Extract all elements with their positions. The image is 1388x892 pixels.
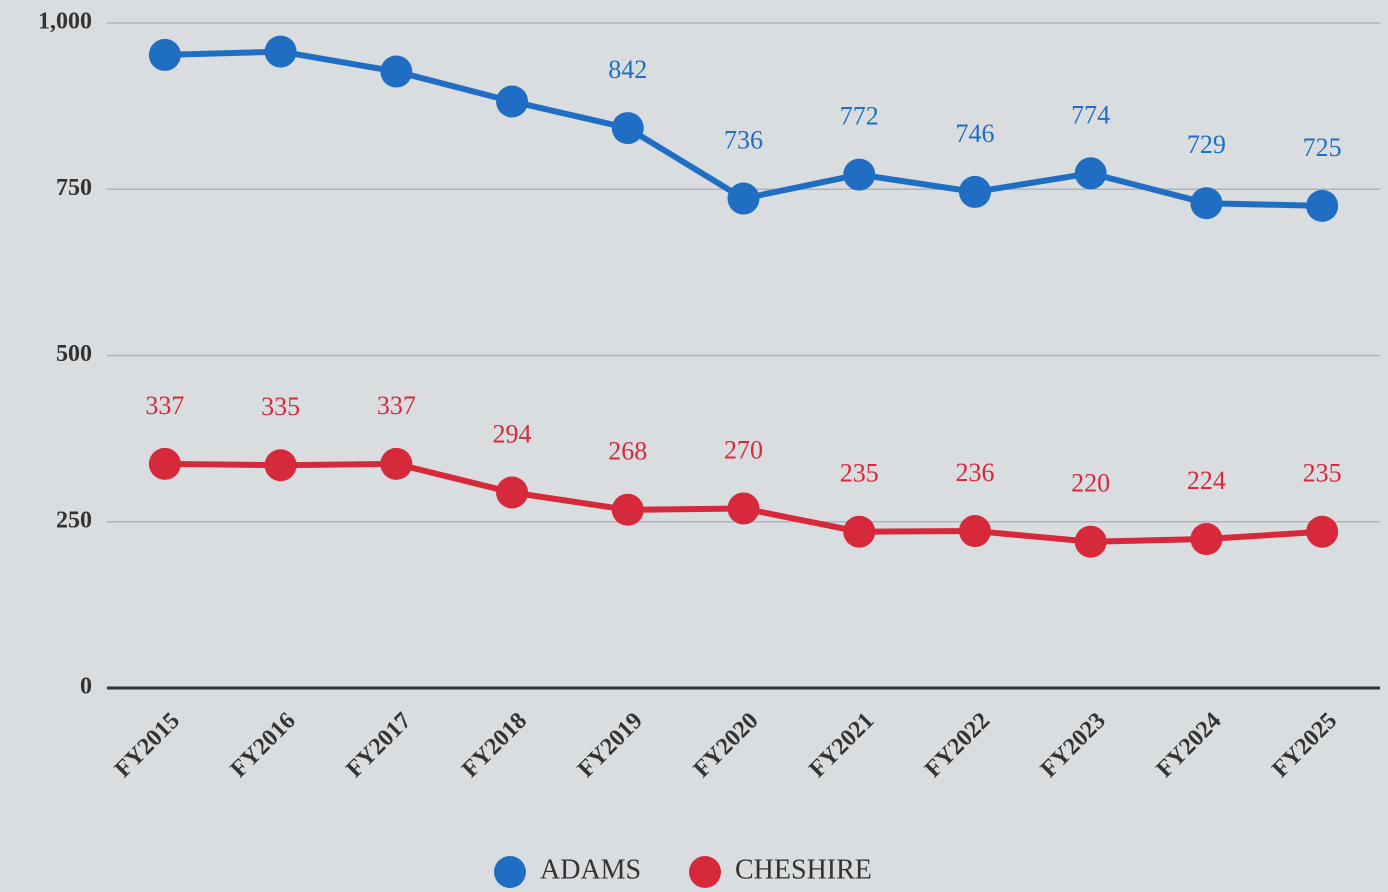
legend-label: CHESHIRE [735,854,872,885]
data-label: 772 [840,102,879,131]
y-tick-label: 250 [56,507,92,533]
data-point [611,112,644,145]
y-tick-label: 750 [56,175,92,201]
x-tick-label: FY2022 [920,708,995,783]
data-point [1190,187,1223,220]
data-point [496,476,529,509]
data-label: 220 [1071,469,1110,498]
x-tick-label: FY2016 [226,708,301,783]
data-label: 224 [1187,466,1226,495]
y-tick-label: 500 [56,341,92,367]
legend-marker [494,856,526,888]
y-tick-label: 0 [80,674,92,700]
data-point [1074,157,1107,190]
data-point [958,515,991,548]
x-tick-label: FY2024 [1152,708,1227,783]
data-point [496,85,529,118]
data-point [380,447,413,480]
legend-marker [689,856,721,888]
data-label: 235 [1303,459,1342,488]
data-point [727,182,760,215]
data-label: 736 [724,126,763,155]
data-point [727,492,760,525]
data-point [148,38,181,71]
data-label: 335 [261,392,300,421]
data-point [1306,189,1339,222]
x-tick-label: FY2017 [341,708,416,783]
data-label: 235 [840,459,879,488]
x-tick-label: FY2023 [1036,708,1111,783]
data-label: 774 [1071,100,1110,129]
data-point [380,55,413,88]
data-point [1190,523,1223,556]
x-tick-label: FY2018 [457,708,532,783]
data-point [1306,515,1339,548]
data-point [1074,525,1107,558]
data-point [264,449,297,482]
data-point [611,493,644,526]
x-tick-label: FY2019 [573,708,648,783]
data-point [958,175,991,208]
legend-label: ADAMS [540,854,641,885]
x-tick-label: FY2015 [110,708,185,783]
data-label: 270 [724,435,763,464]
data-label: 746 [955,119,994,148]
data-point [148,447,181,480]
data-point [843,158,876,191]
data-label: 337 [377,391,416,420]
x-tick-label: FY2025 [1267,708,1342,783]
data-label: 294 [493,419,532,448]
data-label: 236 [955,458,994,487]
x-tick-label: FY2020 [689,708,764,783]
data-label: 268 [608,437,647,466]
data-label: 337 [145,391,184,420]
data-label: 842 [608,55,647,84]
data-label: 729 [1187,130,1226,159]
data-point [843,515,876,548]
y-tick-label: 1,000 [38,9,92,35]
data-point [264,35,297,68]
data-label: 725 [1303,133,1342,162]
x-tick-label: FY2021 [804,708,879,783]
